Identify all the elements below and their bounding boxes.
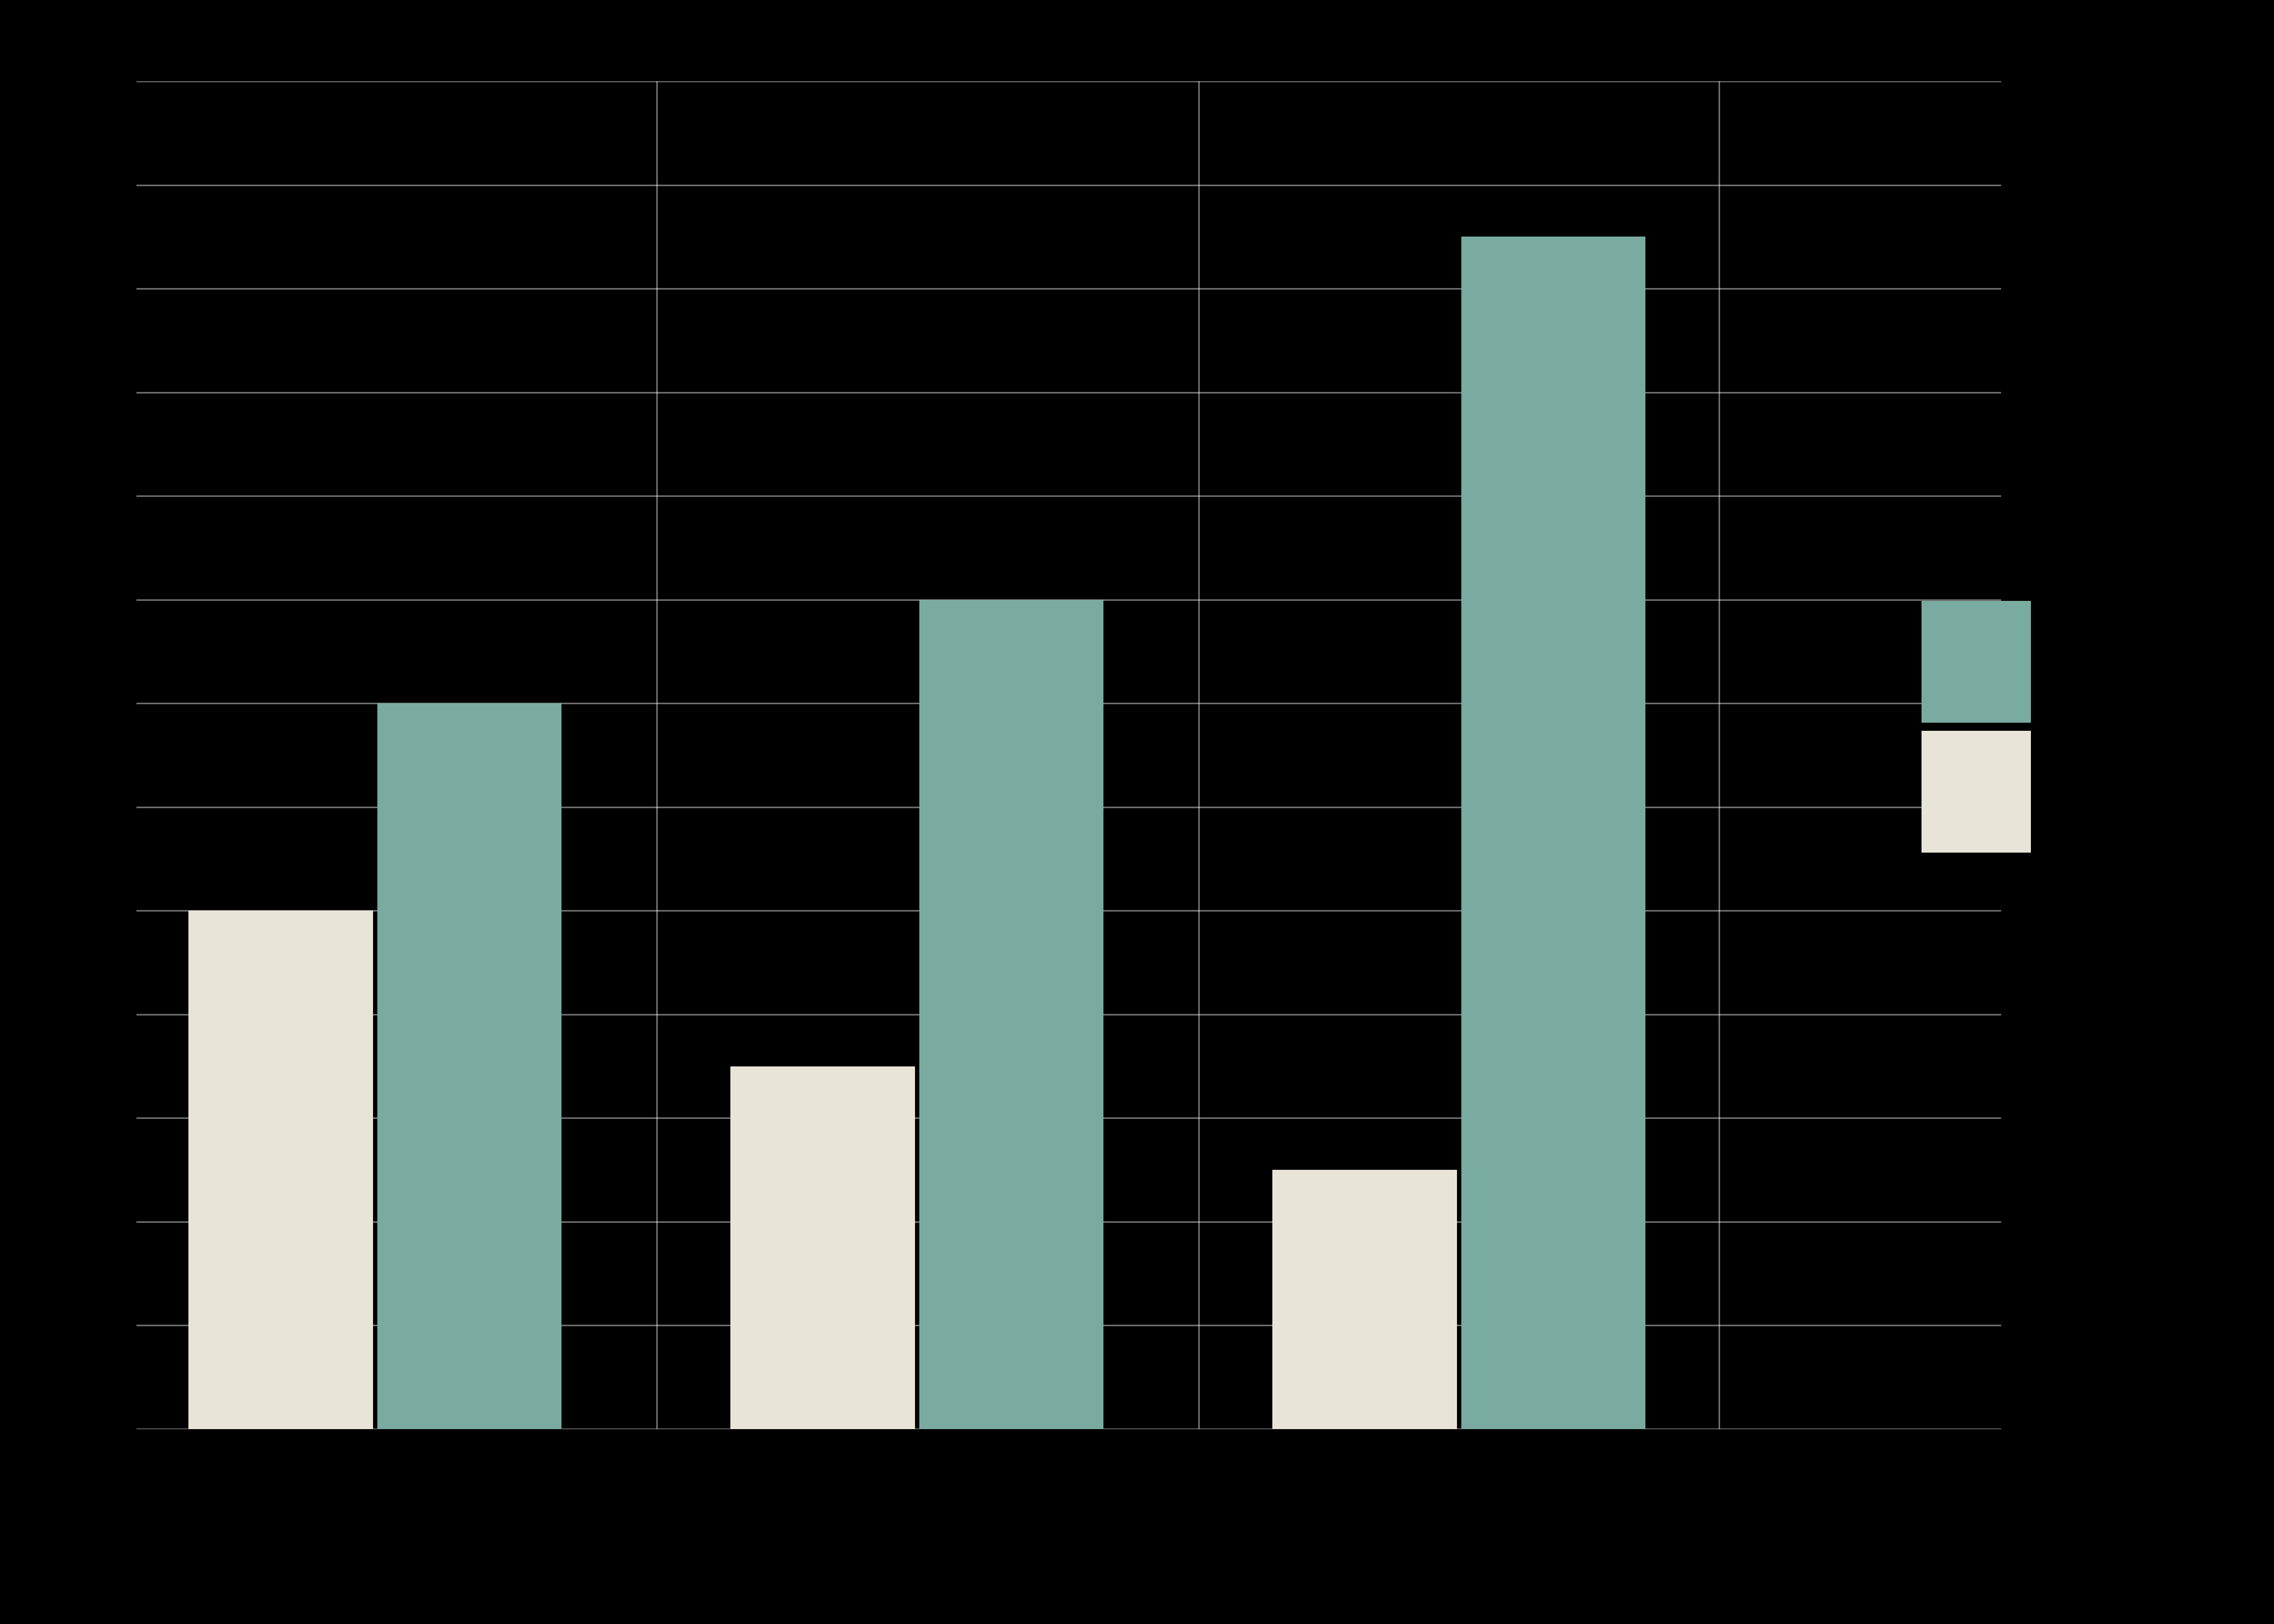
Bar bbox=[919, 599, 1103, 1429]
Bar bbox=[1462, 237, 1646, 1429]
Bar bbox=[377, 703, 562, 1429]
Bar bbox=[1273, 1169, 1458, 1429]
Bar bbox=[189, 911, 373, 1429]
Bar bbox=[730, 1067, 914, 1429]
